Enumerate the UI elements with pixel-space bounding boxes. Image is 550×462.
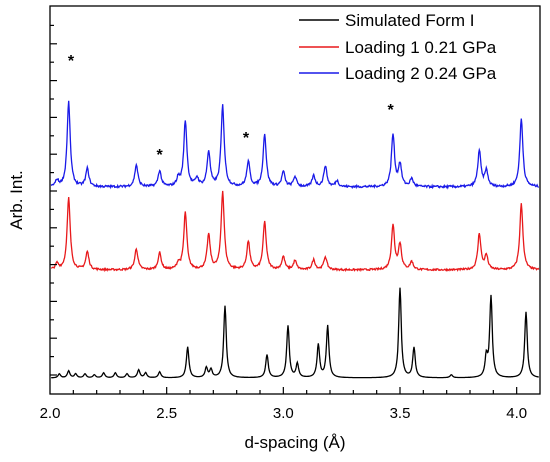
peak-star: *	[157, 147, 164, 164]
peak-star: *	[68, 53, 75, 70]
plot-frame	[49, 5, 541, 395]
series-line-1	[51, 287, 539, 379]
series-line-2	[50, 190, 540, 273]
y-axis-label: Arb. Int.	[7, 170, 26, 230]
x-axis-label: d-spacing (Å)	[244, 433, 345, 452]
legend: Simulated Form I Loading 1 0.21 GPa Load…	[299, 11, 497, 83]
series-line-3	[50, 100, 539, 190]
x-tick-label: 2.0	[40, 405, 61, 422]
x-tick-label: 4.0	[506, 405, 527, 422]
plot-area	[50, 100, 540, 379]
legend-label-simulated: Simulated Form I	[345, 11, 474, 30]
x-tick-label: 3.0	[273, 405, 294, 422]
x-tick-label: 2.5	[156, 405, 177, 422]
peak-star: *	[243, 130, 250, 147]
x-tick-labels: 2.0 2.5 3.0 3.5 4.0	[40, 405, 528, 422]
legend-label-loading-1: Loading 1 0.21 GPa	[345, 38, 497, 57]
axis-ticks	[50, 24, 518, 394]
legend-label-loading-2: Loading 2 0.24 GPa	[345, 64, 497, 83]
peak-star: *	[388, 102, 395, 119]
x-tick-label: 3.5	[390, 405, 411, 422]
peak-annotations: * * * *	[68, 53, 395, 164]
